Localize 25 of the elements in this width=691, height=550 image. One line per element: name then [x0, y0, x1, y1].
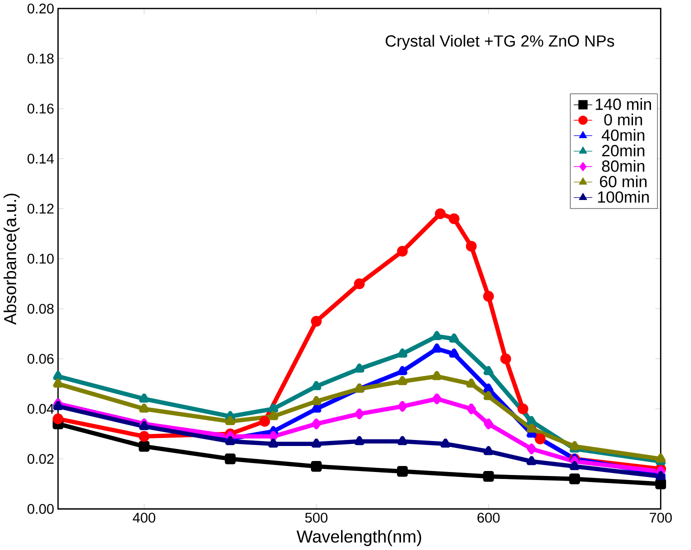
- y-tick-label: 0.04: [28, 404, 54, 414]
- x-tick-label: 700: [650, 512, 672, 523]
- x-tick-label: 500: [305, 512, 328, 523]
- x-tick-label: 600: [478, 512, 500, 523]
- y-tick-label: 0.08: [28, 304, 54, 314]
- legend-label: 140 min: [596, 98, 651, 110]
- y-tick-label: 0.10: [28, 254, 54, 264]
- legend-label: 20min: [602, 144, 644, 157]
- y-tick-label: 0.12: [28, 204, 54, 214]
- x-tick-label: 400: [132, 512, 156, 523]
- y-tick-label: 0.16: [28, 104, 54, 114]
- x-axis-title: Wavelength(nm): [296, 530, 422, 546]
- legend-label: 0 min: [604, 114, 642, 126]
- y-tick-label: 0.14: [28, 154, 54, 164]
- legend-label: 80min: [602, 160, 644, 172]
- text: Crystal Violet +TG 2% ZnO NPs: [386, 35, 614, 50]
- y-tick-label: 0.20: [28, 4, 54, 14]
- legend-label: 60 min: [600, 176, 647, 188]
- y-tick-label: 0.00: [28, 504, 54, 514]
- y-axis-title: Absorbance(a.u.): [4, 194, 20, 325]
- y-tick-label: 0.18: [28, 54, 54, 64]
- legend-label: 100min: [598, 191, 649, 203]
- y-tick-label: 0.02: [28, 454, 54, 464]
- y-tick-label: 0.06: [28, 354, 54, 364]
- legend-label: 40min: [602, 129, 644, 142]
